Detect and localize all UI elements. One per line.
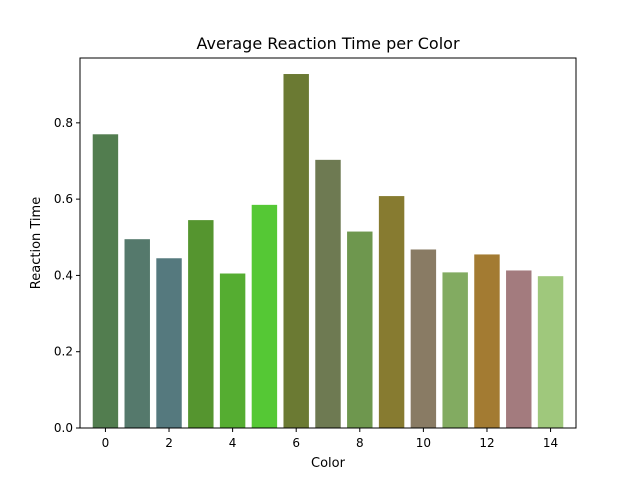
bars-group xyxy=(92,74,564,428)
y-tick-label: 0.8 xyxy=(54,116,73,130)
x-tick-label: 4 xyxy=(229,436,237,450)
bar-color-5 xyxy=(251,204,278,428)
y-tick-label: 0.0 xyxy=(54,421,73,435)
y-axis-label: Reaction Time xyxy=(29,197,44,289)
x-tick-label: 2 xyxy=(165,436,173,450)
x-tick-label: 6 xyxy=(292,436,300,450)
x-tick-label: 8 xyxy=(356,436,364,450)
bar-color-13 xyxy=(506,270,532,428)
bar-color-2 xyxy=(156,258,182,428)
x-tick-label: 14 xyxy=(543,436,558,450)
bar-color-8 xyxy=(347,231,373,428)
bar-color-14 xyxy=(537,276,564,428)
bar-color-3 xyxy=(188,220,214,428)
bar-color-9 xyxy=(378,196,405,428)
chart-title: Average Reaction Time per Color xyxy=(196,34,459,53)
x-tick-label: 10 xyxy=(416,436,431,450)
bar-color-10 xyxy=(410,249,437,428)
plot-frame xyxy=(79,57,577,429)
bar-color-6 xyxy=(283,74,309,428)
bar-color-11 xyxy=(442,272,468,428)
bar-color-4 xyxy=(219,273,246,428)
bar-color-7 xyxy=(315,159,341,428)
bar-color-0 xyxy=(92,134,119,428)
x-axis-label: Color xyxy=(311,456,346,471)
y-tick-label: 0.2 xyxy=(54,345,73,359)
bar-color-1 xyxy=(124,239,150,428)
x-tick-label: 12 xyxy=(479,436,494,450)
bar-color-12 xyxy=(474,254,500,428)
y-axis-ticks: 0.0 0.2 0.4 0.6 0.8 xyxy=(54,116,80,435)
y-tick-label: 0.4 xyxy=(54,268,73,282)
y-tick-label: 0.6 xyxy=(54,192,73,206)
x-axis-ticks: 0 2 4 6 8 10 12 14 xyxy=(102,428,558,450)
x-tick-label: 0 xyxy=(102,436,110,450)
